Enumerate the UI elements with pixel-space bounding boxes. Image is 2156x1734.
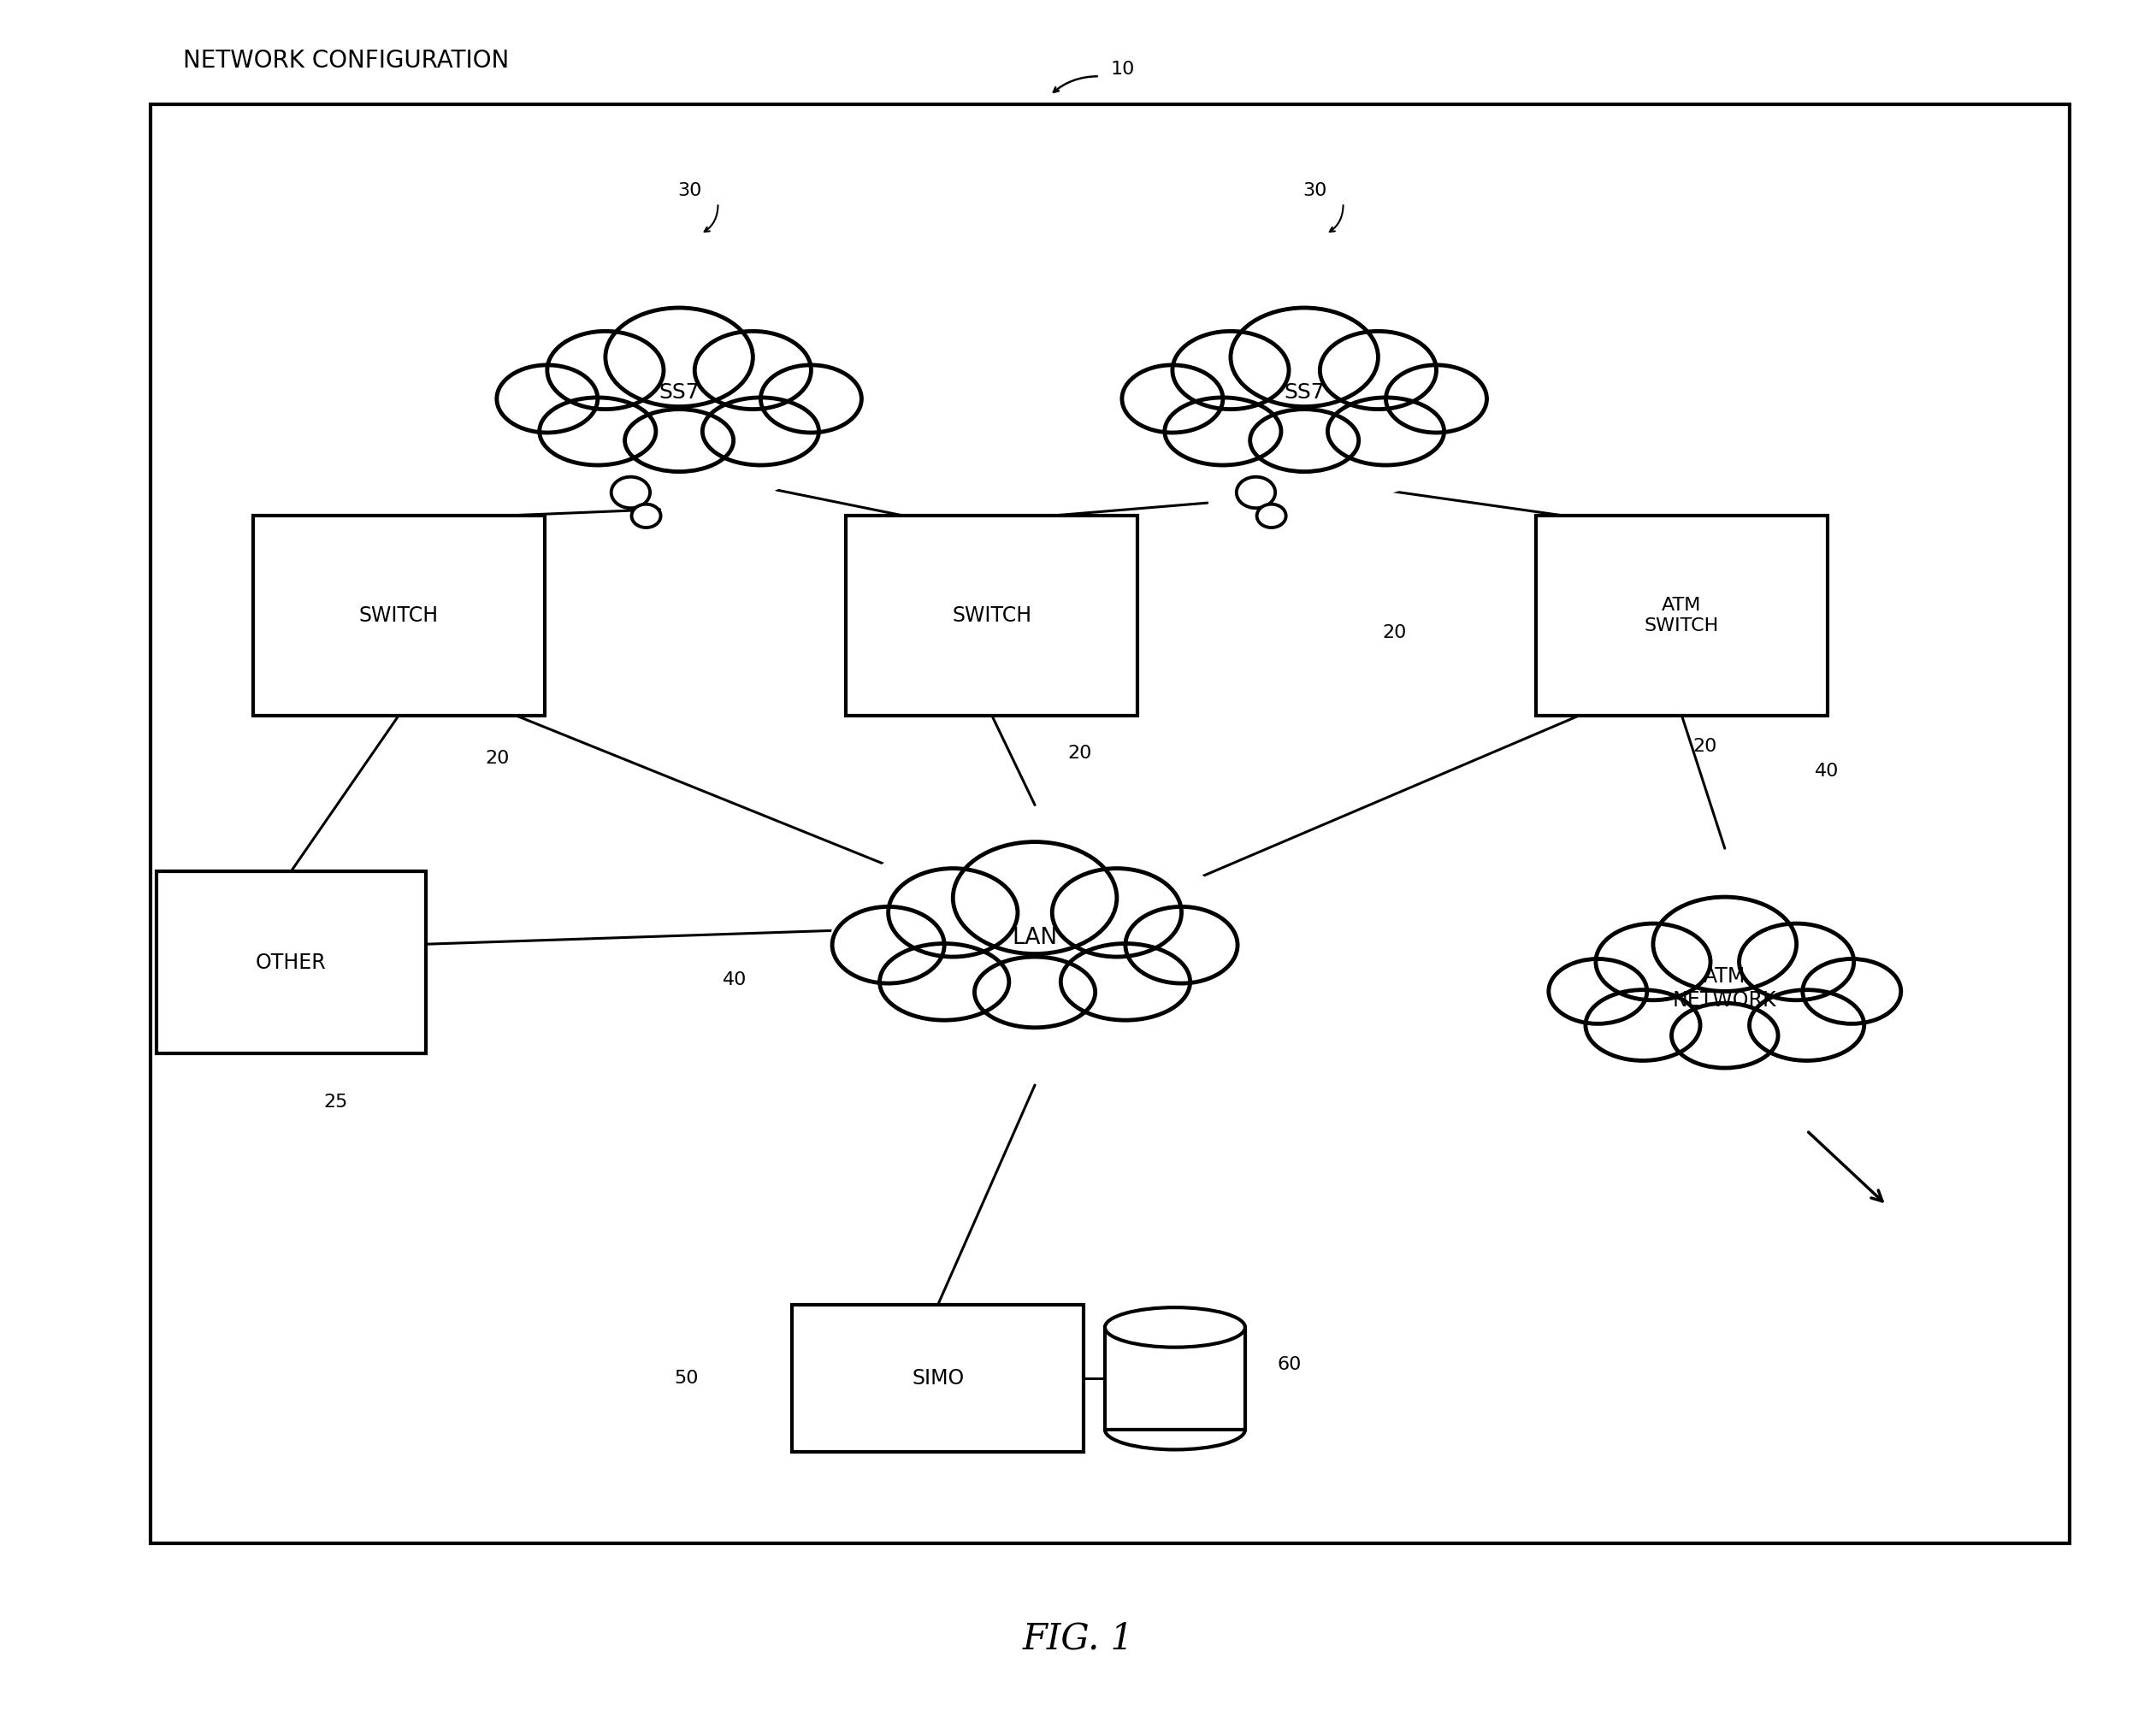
Text: 60: 60	[1276, 1356, 1302, 1373]
Ellipse shape	[1328, 397, 1445, 465]
Ellipse shape	[1121, 291, 1488, 506]
Circle shape	[1257, 505, 1285, 527]
Text: 30: 30	[1302, 182, 1328, 199]
Ellipse shape	[1671, 1002, 1779, 1068]
FancyBboxPatch shape	[1535, 515, 1828, 714]
Ellipse shape	[694, 331, 811, 409]
Circle shape	[1235, 477, 1276, 508]
Ellipse shape	[1061, 943, 1190, 1020]
FancyBboxPatch shape	[845, 515, 1138, 714]
Ellipse shape	[1740, 924, 1854, 1001]
Ellipse shape	[1535, 870, 1915, 1106]
Ellipse shape	[830, 824, 1240, 1066]
Text: SIMO: SIMO	[912, 1368, 964, 1389]
Ellipse shape	[1585, 990, 1701, 1061]
Ellipse shape	[539, 397, 655, 465]
Ellipse shape	[1386, 364, 1488, 434]
Text: 10: 10	[1110, 61, 1134, 78]
Ellipse shape	[1052, 869, 1181, 957]
Ellipse shape	[496, 364, 597, 434]
Ellipse shape	[625, 409, 733, 472]
Text: SWITCH: SWITCH	[953, 605, 1031, 626]
Text: 40: 40	[1815, 763, 1839, 780]
FancyBboxPatch shape	[157, 870, 427, 1053]
Ellipse shape	[1106, 1307, 1246, 1347]
FancyBboxPatch shape	[254, 515, 543, 714]
Ellipse shape	[1548, 959, 1647, 1023]
Ellipse shape	[1595, 924, 1710, 1001]
Text: LAN: LAN	[1011, 926, 1059, 948]
Text: 30: 30	[677, 182, 703, 199]
Ellipse shape	[832, 907, 944, 983]
FancyBboxPatch shape	[793, 1304, 1082, 1453]
Text: 40: 40	[722, 971, 746, 988]
Ellipse shape	[761, 364, 862, 434]
Ellipse shape	[1121, 364, 1222, 434]
Text: 20: 20	[485, 751, 509, 766]
Ellipse shape	[1125, 907, 1238, 983]
Ellipse shape	[496, 291, 862, 506]
Text: 20: 20	[1382, 624, 1408, 642]
Text: ATM
NETWORK: ATM NETWORK	[1673, 966, 1777, 1011]
Text: SS7: SS7	[660, 381, 699, 402]
Text: 50: 50	[673, 1370, 699, 1387]
Ellipse shape	[880, 943, 1009, 1020]
Ellipse shape	[1749, 990, 1865, 1061]
Text: SWITCH: SWITCH	[360, 605, 438, 626]
FancyBboxPatch shape	[151, 104, 2070, 1543]
Text: SS7: SS7	[1285, 381, 1324, 402]
Ellipse shape	[1173, 331, 1289, 409]
Bar	[1106, 1327, 1246, 1431]
Text: FIG. 1: FIG. 1	[1022, 1621, 1134, 1656]
Circle shape	[612, 477, 649, 508]
Text: NETWORK CONFIGURATION: NETWORK CONFIGURATION	[183, 49, 509, 73]
Ellipse shape	[1231, 309, 1378, 406]
Ellipse shape	[1250, 409, 1358, 472]
Text: 25: 25	[323, 1094, 347, 1110]
Ellipse shape	[953, 843, 1117, 954]
Text: OTHER: OTHER	[257, 952, 326, 973]
Ellipse shape	[1654, 896, 1796, 992]
Ellipse shape	[1802, 959, 1902, 1023]
Ellipse shape	[1319, 331, 1436, 409]
Ellipse shape	[606, 309, 752, 406]
Ellipse shape	[1164, 397, 1281, 465]
Ellipse shape	[548, 331, 664, 409]
Text: 20: 20	[1067, 746, 1091, 761]
Ellipse shape	[975, 957, 1095, 1028]
Circle shape	[632, 505, 660, 527]
Ellipse shape	[888, 869, 1018, 957]
Text: 20: 20	[1692, 739, 1716, 754]
Text: ATM
SWITCH: ATM SWITCH	[1645, 596, 1718, 635]
Ellipse shape	[703, 397, 819, 465]
